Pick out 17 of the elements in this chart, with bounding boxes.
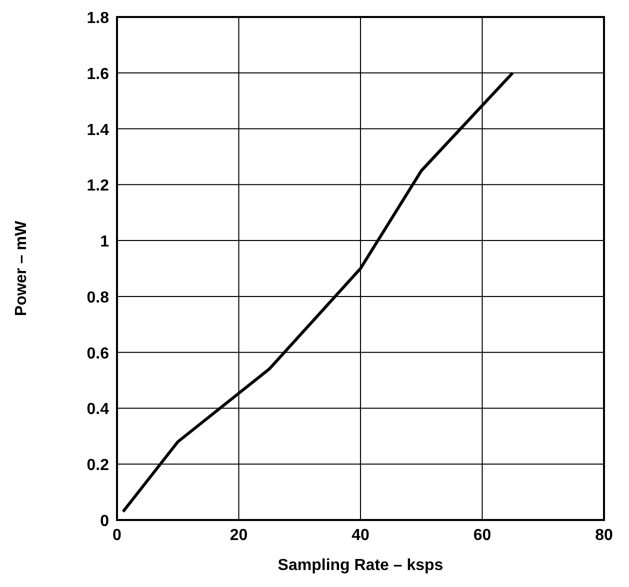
x-tick-label: 0 [112, 527, 122, 544]
y-tick-label: 0 [100, 513, 110, 530]
y-tick-label: 1.8 [86, 10, 110, 27]
y-tick-label: 1.6 [86, 66, 110, 83]
x-axis-title: Sampling Rate – ksps [278, 557, 444, 574]
x-tick-label: 60 [473, 527, 492, 544]
x-tick-label: 20 [230, 527, 248, 544]
y-tick-label: 0.2 [86, 457, 110, 474]
y-tick-label: 0.6 [86, 345, 110, 362]
y-tick-label: 1 [100, 234, 110, 251]
x-tick-label: 40 [352, 527, 370, 544]
y-tick-label: 0.4 [86, 401, 110, 418]
y-tick-label: 0.8 [86, 289, 110, 306]
y-axis-title: Power – mW [13, 220, 30, 316]
x-tick-label: 80 [595, 527, 613, 544]
y-tick-label: 1.2 [86, 178, 110, 195]
y-tick-label: 1.4 [86, 122, 110, 139]
